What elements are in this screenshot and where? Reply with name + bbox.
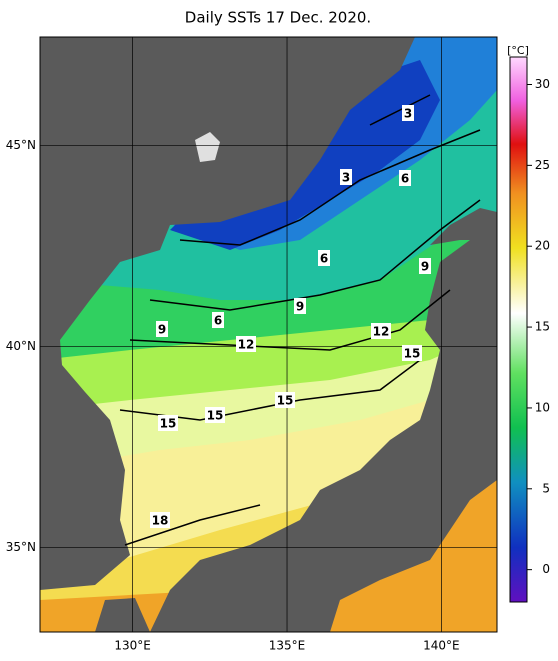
contour-label-box [212,312,224,328]
contour-label-box [419,258,431,274]
contour-label-box [371,323,391,339]
x-tick-label: 140°E [423,639,460,653]
contour-label: 15 [275,392,295,408]
contour-label-box [294,298,306,314]
colorbar-tick-label: 30 [535,77,550,91]
y-tick-label: 40°N [6,339,36,353]
colorbar [509,56,528,603]
contour-label-text: 3 [404,107,412,121]
colorbar-tick-label: 10 [535,400,550,414]
contour-label-box [399,170,411,186]
map-title: Daily SSTs 17 Dec. 2020. [185,9,371,27]
colorbar-tick-label: 20 [535,239,550,253]
contour-label: 15 [205,407,225,423]
contour-label-text: 6 [214,314,222,328]
contour-label-text: 15 [404,347,421,361]
contour-label-box [236,336,256,352]
x-tick-label: 130°E [114,639,151,653]
contour-label-box [150,512,170,528]
colorbar-unit: [°C] [507,44,529,57]
contour-label: 6 [212,312,224,328]
contour-label-text: 15 [277,394,294,408]
contour-label-text: 9 [296,300,304,314]
contour-label: 3 [340,169,352,185]
contour-label: 3 [402,105,414,121]
contour-label-box [318,250,330,266]
contour-label: 12 [236,336,256,352]
contour-label: 6 [399,170,411,186]
contour-label: 15 [402,345,422,361]
contour-label-box [340,169,352,185]
contour-label-text: 6 [401,172,409,186]
contour-label-text: 6 [320,252,328,266]
contour-label-box [402,105,414,121]
contour-label-text: 3 [342,171,350,185]
contour-label-text: 9 [158,323,166,337]
colorbar-tick-label: 5 [542,481,550,495]
contour-label-box [275,392,295,408]
contour-label: 6 [318,250,330,266]
contour-label: 12 [371,323,391,339]
contour-label-text: 9 [421,260,429,274]
contour-label: 9 [419,258,431,274]
colorbar-tick-label: 15 [535,320,550,334]
contour-label: 15 [158,415,178,431]
y-tick-label: 35°N [6,540,36,554]
contour-label-box [158,415,178,431]
contour-label-text: 12 [373,325,390,339]
contour-label-text: 15 [160,417,177,431]
contour-label-box [205,407,225,423]
contour-label: 18 [150,512,170,528]
contour-label-text: 12 [238,338,255,352]
contour-label-text: 15 [207,409,224,423]
contour-label: 9 [156,321,168,337]
colorbar-tick-label: 25 [535,158,550,172]
x-tick-label: 135°E [269,639,306,653]
map-frame [39,36,498,633]
contour-label-box [402,345,422,361]
y-tick-label: 45°N [6,138,36,152]
colorbar-tick-label: 0 [542,562,550,576]
contour-label: 9 [294,298,306,314]
map-area [40,37,497,632]
contour-label-text: 18 [152,514,169,528]
contour-label-box [156,321,168,337]
